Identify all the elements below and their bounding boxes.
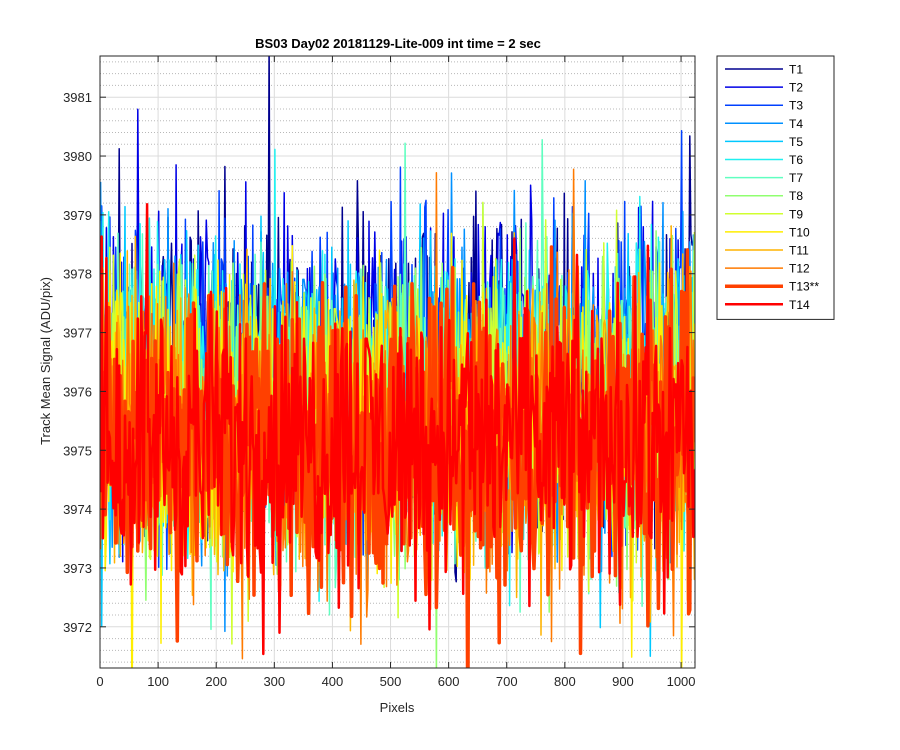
legend-box <box>716 55 835 320</box>
legend-label-T10: T10 <box>789 225 810 239</box>
x-tick-label: 100 <box>147 674 169 689</box>
y-tick-label: 3974 <box>63 502 92 517</box>
y-tick-label: 3979 <box>63 208 92 223</box>
x-tick-label: 500 <box>380 674 402 689</box>
x-tick-label: 600 <box>438 674 460 689</box>
legend-label-T1: T1 <box>789 63 803 77</box>
y-tick-label: 3977 <box>63 326 92 341</box>
legend-label-T8: T8 <box>789 189 803 203</box>
x-tick-label: 800 <box>554 674 576 689</box>
plot-frame <box>99 55 696 669</box>
x-tick-label: 300 <box>263 674 285 689</box>
axes: 0 100 200 300 400 500 600 700 800 900 1000 3972 3973… <box>63 55 696 689</box>
legend-label-T5: T5 <box>789 135 803 149</box>
legend-label-T2: T2 <box>789 81 803 95</box>
legend-label-T7: T7 <box>789 171 803 185</box>
y-tick-label: 3978 <box>63 267 92 282</box>
y-tick-label: 3981 <box>63 90 92 105</box>
legend-label-T13: T13** <box>789 280 819 294</box>
y-tick-label: 3973 <box>63 561 92 576</box>
x-axis-label: Pixels <box>380 700 415 715</box>
y-tick-label: 3976 <box>63 384 92 399</box>
y-tick-label: 3972 <box>63 620 92 635</box>
legend-label-T12: T12 <box>789 262 810 276</box>
legend-label-T14: T14 <box>789 298 810 312</box>
x-tick-label: 900 <box>612 674 634 689</box>
legend: T1 T2 T3 T4 T5 T6 T7 T8 T9 T10 T11 T12 T13** T14 <box>716 55 835 320</box>
y-tick-label: 3975 <box>63 443 92 458</box>
legend-label-T4: T4 <box>789 117 803 131</box>
legend-label-T3: T3 <box>789 99 803 113</box>
series-lines <box>100 56 695 668</box>
y-tick-label: 3980 <box>63 149 92 164</box>
x-tick-label: 400 <box>322 674 344 689</box>
x-tick-label: 1000 <box>667 674 696 689</box>
x-tick-label: 200 <box>205 674 227 689</box>
series-line-T14 <box>100 203 695 656</box>
legend-label-T11: T11 <box>789 244 809 258</box>
chart-title: BS03 Day02 20181129-Lite-009 int time = … <box>255 36 541 51</box>
x-tick-label: 0 <box>96 674 103 689</box>
y-axis-label: Track Mean Signal (ADU/pix) <box>38 277 53 445</box>
x-tick-label: 700 <box>496 674 518 689</box>
legend-label-T6: T6 <box>789 153 803 167</box>
legend-label-T9: T9 <box>789 207 803 221</box>
